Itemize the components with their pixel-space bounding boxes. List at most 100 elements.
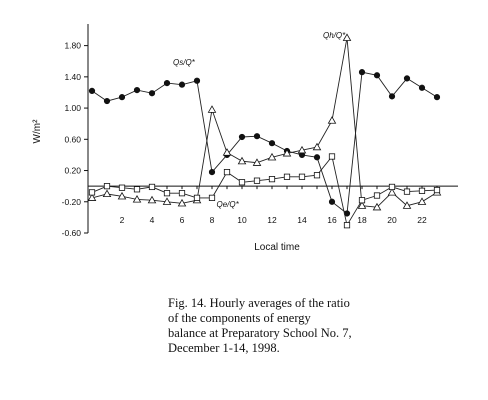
- data-point-square: [193, 194, 201, 201]
- x-tick-label: 4: [150, 215, 155, 225]
- data-point-triangle: [102, 189, 112, 198]
- annotation-label: Qe/Q*: [217, 200, 240, 209]
- data-point-square: [163, 190, 171, 197]
- data-point-triangle: [357, 201, 367, 209]
- data-point-circle: [148, 90, 156, 97]
- series-line: [91, 155, 438, 227]
- data-point-triangle: [117, 191, 127, 200]
- data-point-square: [283, 173, 291, 180]
- y-tick-label: 0.60: [64, 134, 81, 144]
- data-point-circle: [358, 69, 366, 76]
- data-point-circle: [373, 72, 381, 79]
- data-point-square: [343, 222, 351, 229]
- x-tick-label: 2: [120, 215, 125, 225]
- data-point-square: [403, 188, 411, 195]
- y-tick-label: 0.20: [64, 166, 81, 176]
- data-point-square: [373, 192, 381, 199]
- data-point-triangle: [327, 116, 337, 124]
- chart: -0.60 -0.20 0.20 0.60 1.00 1.40 1.80 2 4 6 8 10 12 14…: [32, 24, 458, 253]
- data-point-circle: [433, 94, 441, 101]
- data-point-triangle: [417, 197, 427, 205]
- x-tick-label: 22: [417, 215, 427, 225]
- data-point-circle: [328, 198, 336, 205]
- series-qe-q-: [88, 153, 441, 229]
- data-point-circle: [178, 81, 186, 88]
- data-point-triangle: [312, 142, 322, 151]
- data-point-triangle: [372, 202, 382, 211]
- data-point-circle: [193, 77, 201, 84]
- y-axis-label: W/m²: [32, 119, 43, 144]
- figure-caption: Fig. 14. Hourly averages of the ratio of…: [168, 296, 354, 356]
- x-tick-label: 20: [387, 215, 397, 225]
- y-tick-label: -0.60: [62, 228, 82, 238]
- data-point-triangle: [132, 195, 142, 203]
- series-qh-q-: [87, 33, 442, 211]
- data-point-square: [433, 186, 441, 194]
- annotation-label: Qh/Q*: [323, 31, 346, 40]
- x-tick-label: 6: [180, 215, 185, 225]
- series-line: [91, 71, 438, 215]
- data-point-square: [178, 190, 186, 197]
- y-tick-label: 1.00: [64, 103, 81, 113]
- data-point-triangle: [222, 148, 232, 156]
- data-point-square: [268, 176, 276, 183]
- data-point-triangle: [297, 145, 307, 154]
- data-point-triangle: [387, 187, 397, 196]
- data-point-square: [418, 187, 426, 194]
- data-point-square: [388, 183, 396, 191]
- data-point-square: [298, 173, 306, 180]
- data-point-circle: [388, 93, 396, 100]
- data-point-triangle: [87, 193, 97, 201]
- data-point-circle: [133, 87, 141, 94]
- caption-line-4: December 1-14, 1998.: [168, 341, 280, 355]
- data-point-triangle: [252, 158, 262, 166]
- x-tick-label: 16: [327, 215, 337, 225]
- data-point-square: [208, 194, 216, 201]
- data-point-triangle: [402, 201, 412, 209]
- caption-line-1: Fig. 14. Hourly averages of the ratio: [168, 296, 350, 310]
- data-point-triangle: [177, 198, 187, 207]
- data-point-circle: [403, 75, 411, 82]
- series-line: [91, 37, 438, 208]
- annotation-label: Qs/Q*: [173, 58, 196, 67]
- x-tick-label: 8: [210, 215, 215, 225]
- x-tick-label: 12: [267, 215, 277, 225]
- caption-line-3: balance at Preparatory School No. 7,: [168, 326, 352, 340]
- data-point-circle: [238, 133, 246, 141]
- y-tick-label: 1.40: [64, 72, 81, 82]
- data-point-square: [238, 179, 246, 186]
- data-point-triangle: [147, 195, 157, 204]
- chart-axes: -0.60 -0.20 0.20 0.60 1.00 1.40 1.80 2 4 6 8 10 12 14…: [62, 24, 458, 238]
- x-tick-label: 14: [297, 215, 307, 225]
- data-point-circle: [418, 84, 426, 91]
- data-point-triangle: [342, 33, 352, 41]
- data-point-square: [253, 177, 261, 184]
- data-point-circle: [163, 79, 171, 87]
- data-point-square: [223, 168, 231, 176]
- data-point-circle: [313, 154, 321, 161]
- series-qs-q-: [88, 69, 441, 217]
- x-tick-label: 10: [237, 215, 247, 225]
- data-point-circle: [88, 87, 96, 94]
- x-axis-label: Local time: [254, 242, 300, 253]
- data-point-square: [103, 183, 111, 190]
- data-point-triangle: [237, 156, 247, 165]
- data-point-circle: [268, 140, 276, 147]
- data-point-square: [118, 184, 126, 191]
- caption-line-2: of the components of energy: [168, 311, 311, 325]
- data-point-circle: [253, 133, 261, 140]
- data-point-circle: [208, 169, 216, 176]
- data-point-square: [148, 183, 156, 191]
- data-point-triangle: [267, 152, 277, 161]
- y-tick-label: 1.80: [64, 41, 81, 51]
- data-point-square: [358, 197, 366, 204]
- y-tick-label: -0.20: [62, 197, 82, 207]
- data-point-triangle: [162, 197, 172, 205]
- data-point-square: [328, 153, 336, 160]
- data-point-triangle: [207, 105, 217, 113]
- chart-annotations: Qs/Q* Qh/Q* Qe/Q*: [173, 31, 346, 209]
- data-point-square: [88, 189, 96, 196]
- data-point-circle: [103, 97, 111, 105]
- data-point-square: [133, 186, 141, 193]
- data-point-circle: [118, 94, 126, 101]
